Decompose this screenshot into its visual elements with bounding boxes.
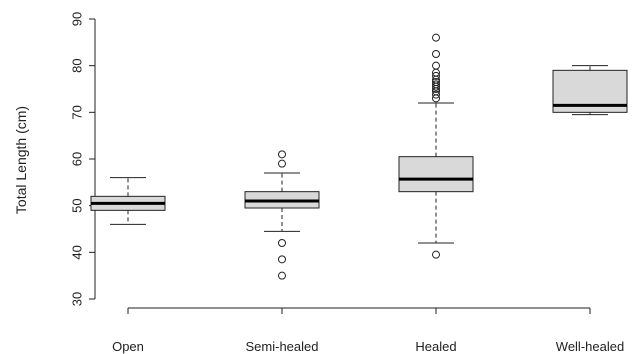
y-tick-label-30: 30 bbox=[70, 292, 85, 306]
y-axis-label: Total Length (cm) bbox=[13, 106, 29, 214]
outlier-healed-0 bbox=[432, 250, 440, 259]
outlier-semi-healed-4 bbox=[278, 150, 286, 159]
outlier-healed-13 bbox=[432, 33, 440, 42]
y-tick-label-40: 40 bbox=[70, 245, 85, 259]
y-tick-label-70: 70 bbox=[70, 105, 85, 119]
x-tick-label-semi-healed: Semi-healed bbox=[246, 339, 319, 354]
x-tick-label-healed: Healed bbox=[415, 339, 456, 354]
x-tick-label-well-healed: Well-healed bbox=[556, 339, 624, 354]
y-tick-label-80: 80 bbox=[70, 58, 85, 72]
outlier-semi-healed-1 bbox=[278, 255, 286, 264]
box-semi-healed bbox=[244, 150, 320, 280]
y-tick-label-50: 50 bbox=[70, 198, 85, 212]
x-tick-label-open: Open bbox=[112, 339, 144, 354]
outlier-semi-healed-2 bbox=[278, 239, 286, 247]
y-tick-label-60: 60 bbox=[70, 152, 85, 166]
box-rect-healed bbox=[398, 156, 474, 193]
y-tick-label-90: 90 bbox=[70, 12, 85, 26]
outlier-semi-healed-0 bbox=[278, 271, 286, 280]
box-healed bbox=[398, 33, 474, 259]
y-axis: 30 40 50 60 70 80 90 bbox=[70, 12, 96, 306]
outlier-semi-healed-3 bbox=[278, 159, 286, 168]
outlier-healed-9 bbox=[432, 71, 440, 80]
outlier-healed-2 bbox=[432, 90, 440, 99]
outlier-healed-7 bbox=[432, 78, 440, 86]
x-axis: Open Semi-healed Healed Well-healed bbox=[112, 307, 624, 354]
box-well-healed bbox=[552, 65, 628, 116]
outlier-healed-12 bbox=[432, 50, 440, 58]
box-open bbox=[90, 177, 166, 225]
outlier-healed-11 bbox=[432, 61, 440, 70]
outlier-healed-6 bbox=[432, 80, 440, 89]
box-series bbox=[90, 33, 628, 280]
